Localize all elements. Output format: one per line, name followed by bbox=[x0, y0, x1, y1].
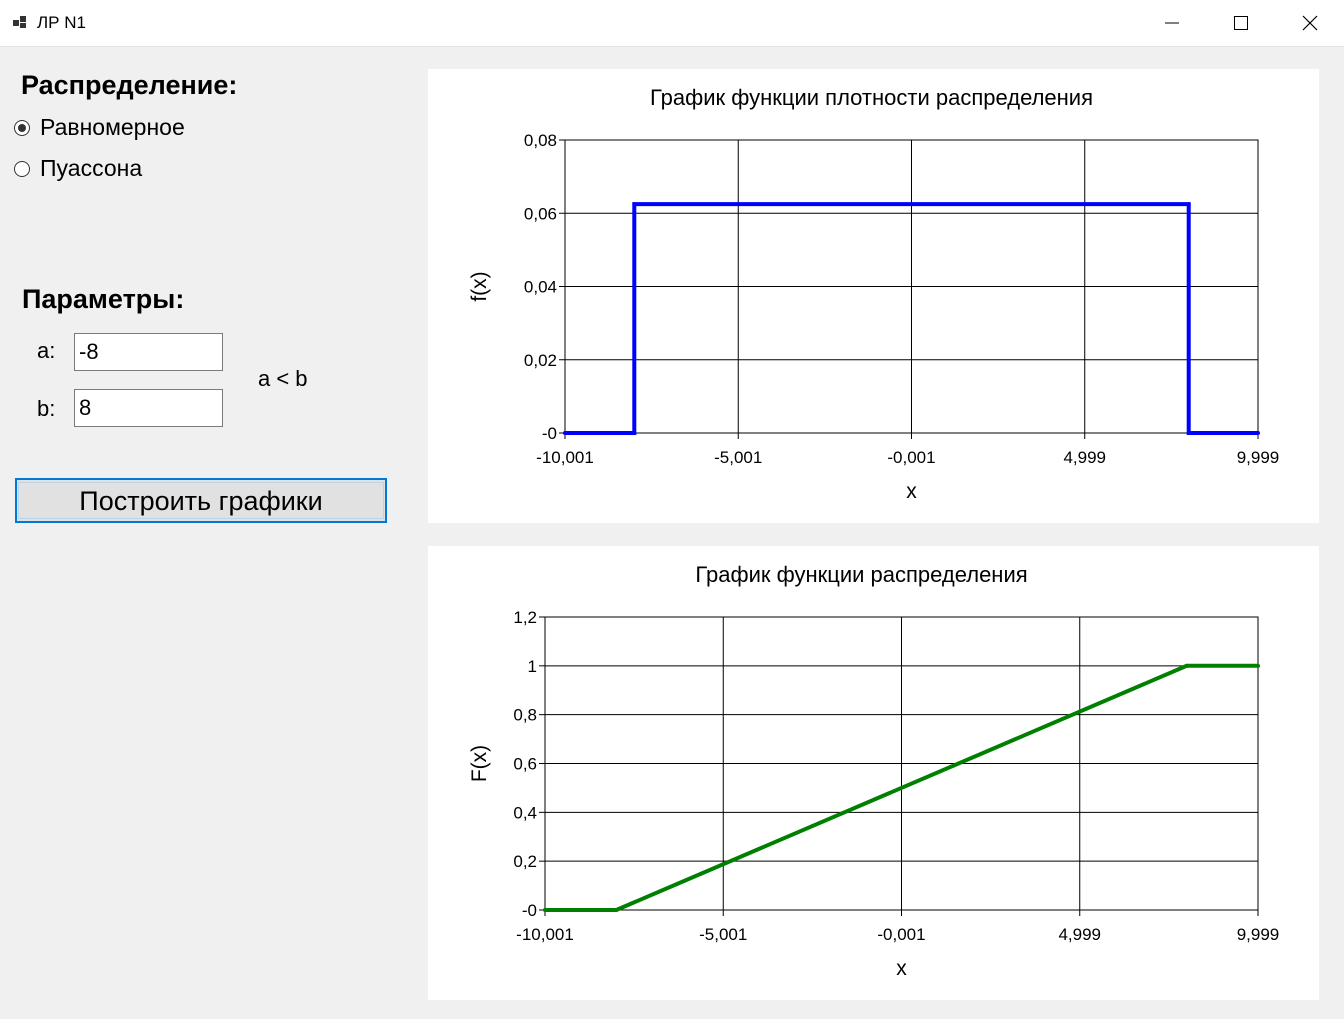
data-point bbox=[1186, 202, 1191, 207]
close-icon bbox=[1302, 15, 1318, 31]
distribution-title: Распределение: bbox=[21, 70, 238, 100]
data-point bbox=[1256, 431, 1260, 435]
series-line bbox=[545, 663, 1258, 912]
data-point bbox=[563, 431, 567, 435]
data-point bbox=[1186, 431, 1191, 435]
radio-uniform-indicator[interactable] bbox=[14, 119, 30, 136]
param-constraint-hint: a < b bbox=[258, 366, 308, 391]
y-tick-label: 1 bbox=[528, 657, 537, 676]
x-tick-label: 4,999 bbox=[1058, 925, 1101, 944]
param-a-label: a: bbox=[37, 338, 56, 363]
plot-area-border bbox=[544, 616, 1259, 911]
y-axis-label: F(x) bbox=[468, 745, 491, 782]
maximize-button[interactable] bbox=[1206, 0, 1276, 46]
title-bar: ЛР N1 bbox=[0, 0, 1344, 47]
y-tick-label: 0,6 bbox=[513, 755, 537, 774]
radio-poisson-indicator[interactable] bbox=[14, 160, 30, 177]
series-line bbox=[565, 202, 1258, 435]
data-point bbox=[1184, 663, 1189, 668]
param-b-input[interactable] bbox=[74, 389, 223, 427]
data-point bbox=[543, 908, 547, 912]
y-tick-label: 0,2 bbox=[513, 852, 537, 871]
data-point bbox=[1256, 663, 1260, 668]
y-tick-label: 0,8 bbox=[513, 706, 537, 725]
y-tick-label: 0,04 bbox=[524, 278, 557, 297]
density-chart-panel: График функции плотности распределения -0… bbox=[428, 69, 1319, 523]
y-tick-label: 0,06 bbox=[524, 204, 557, 223]
params-title: Параметры: bbox=[22, 284, 185, 314]
close-button[interactable] bbox=[1275, 0, 1344, 46]
x-tick-label: 4,999 bbox=[1063, 448, 1106, 467]
y-axis-label: f(x) bbox=[468, 271, 491, 301]
param-b-label: b: bbox=[37, 396, 56, 421]
cdf-chart-panel: График функции распределения -0 0,2 0,4 0,6 0… bbox=[428, 546, 1319, 1000]
chart-title: График функции распределения bbox=[695, 562, 1027, 587]
x-tick-label: 9,999 bbox=[1237, 925, 1280, 944]
radio-selected-dot bbox=[18, 123, 26, 132]
radio-uniform[interactable]: Равномерное bbox=[14, 114, 185, 141]
y-tick-label: 0,02 bbox=[524, 351, 557, 370]
y-tick-label: 0,4 bbox=[513, 803, 537, 822]
data-point bbox=[632, 202, 637, 207]
param-a-input[interactable] bbox=[74, 333, 223, 371]
x-axis-label: x bbox=[896, 957, 907, 980]
y-tick-label: 0,08 bbox=[524, 131, 557, 150]
x-tick-label: -10,001 bbox=[516, 925, 574, 944]
app-icon bbox=[13, 16, 26, 28]
plot-area-border bbox=[564, 139, 1259, 434]
cdf-chart: График функции распределения -0 0,2 0,4 0,6 0… bbox=[468, 562, 1280, 980]
x-tick-label: -5,001 bbox=[714, 448, 762, 467]
data-point bbox=[614, 908, 619, 912]
y-tick-label: -0 bbox=[542, 424, 557, 443]
minimize-icon bbox=[1165, 22, 1179, 24]
x-tick-label: -5,001 bbox=[699, 925, 747, 944]
data-point bbox=[632, 431, 637, 435]
x-axis-label: x bbox=[906, 480, 917, 503]
x-tick-label: -0,001 bbox=[877, 925, 925, 944]
minimize-button[interactable] bbox=[1137, 0, 1207, 46]
y-tick-label: 1,2 bbox=[513, 608, 537, 627]
radio-uniform-label: Равномерное bbox=[40, 114, 185, 140]
maximize-icon bbox=[1234, 16, 1248, 30]
x-tick-label: -10,001 bbox=[536, 448, 594, 467]
radio-poisson[interactable]: Пуассона bbox=[14, 155, 142, 182]
chart-title: График функции плотности распределения bbox=[650, 85, 1093, 110]
radio-poisson-label: Пуассона bbox=[40, 155, 143, 181]
y-tick-label: -0 bbox=[522, 901, 537, 920]
density-chart: График функции плотности распределения -0… bbox=[468, 85, 1280, 503]
build-charts-button[interactable]: Построить графики bbox=[15, 478, 387, 523]
x-tick-label: 9,999 bbox=[1237, 448, 1280, 467]
build-charts-label: Построить графики bbox=[18, 482, 384, 519]
x-tick-label: -0,001 bbox=[887, 448, 935, 467]
window-title: ЛР N1 bbox=[37, 13, 86, 32]
